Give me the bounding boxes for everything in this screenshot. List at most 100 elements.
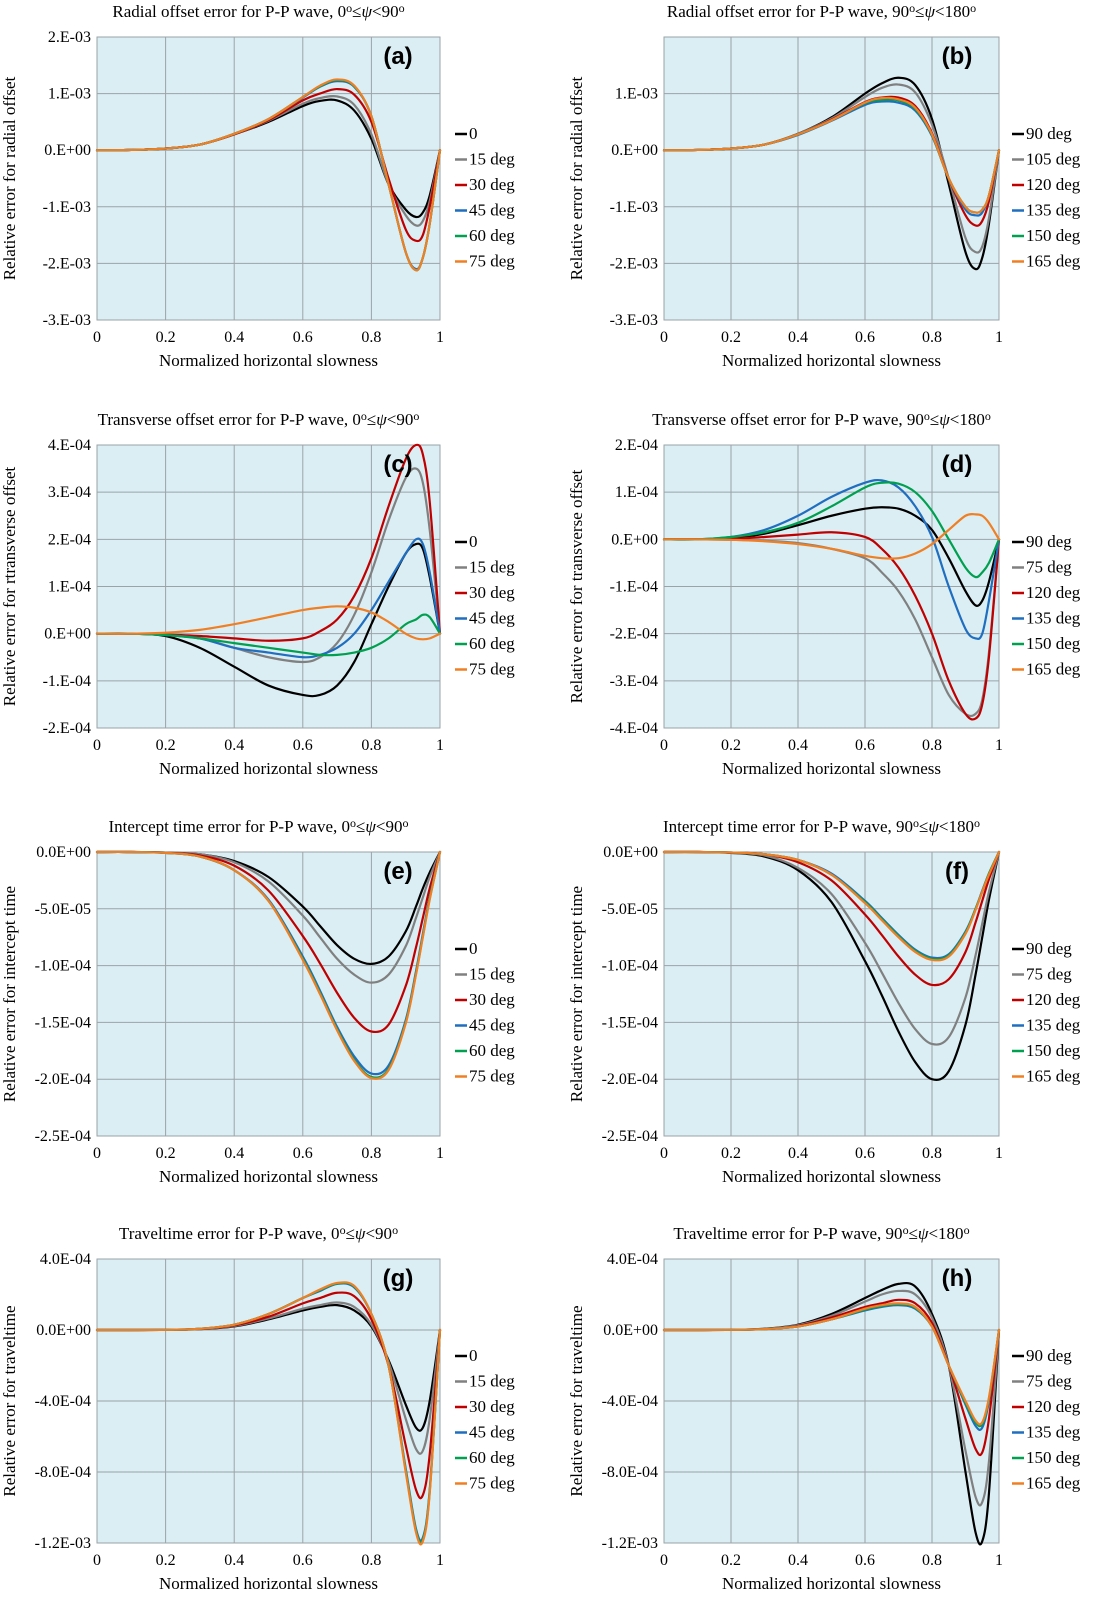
y-tick-label: -2.5E-04 [602, 1128, 658, 1145]
chart-title: Traveltime error for P-P wave, 90o≤ψ<180… [673, 1223, 969, 1243]
x-axis-title: Normalized horizontal slowness [159, 1167, 378, 1186]
x-tick-label: 0 [660, 329, 668, 346]
y-tick-label: 1.E-04 [615, 484, 658, 501]
chart-title-part: Radial offset error for P-P wave, 0 [112, 2, 346, 21]
legend-label: 90 deg [1026, 532, 1072, 551]
y-tick-label: 0.E+00 [44, 142, 91, 159]
chart-title-part: o [924, 409, 930, 423]
y-tick-label: -1.E-04 [43, 673, 91, 690]
series-line-6 [95, 78, 442, 272]
y-axis-title: Relative error for traveltime [567, 1305, 586, 1496]
y-tick-label: 1.E-03 [48, 86, 91, 103]
plot-border [96, 36, 441, 321]
x-tick-label: 0.4 [788, 1552, 808, 1569]
chart-panel-h: 0 0.2 0.4 0.6 0.8 1 -1.2E-03 -8.0E-04 -4.0E-04 0.… [567, 1223, 1081, 1593]
chart-panel-f: 0 0.2 0.4 0.6 0.8 1 -2.5E-04 -2.0E-04 -1.5E-04 -1… [567, 816, 1081, 1186]
y-tick-label: -2.0E-04 [35, 1071, 91, 1088]
x-tick-label: 0.4 [224, 737, 244, 754]
chart-title-part: Transverse offset error for P-P wave, 90 [652, 410, 924, 429]
x-tick-label: 0.6 [293, 737, 313, 754]
plot-border [663, 444, 1000, 729]
chart-title-part: <90 [387, 410, 414, 429]
legend-label: 0 [469, 939, 478, 958]
y-axis-title: Relative error for radial offset [567, 76, 586, 280]
series-line-1 [95, 542, 442, 698]
chart-title-part: ψ [365, 817, 376, 836]
x-tick-label: 0 [660, 1552, 668, 1569]
legend-label: 60 deg [469, 634, 515, 653]
legend-label: 75 deg [469, 1474, 515, 1493]
y-tick-label: 0.E+00 [611, 142, 658, 159]
x-tick-label: 0 [660, 737, 668, 754]
legend-label: 75 deg [1026, 1372, 1072, 1391]
panel-letter: (f) [945, 858, 969, 885]
chart-title: Intercept time error for P-P wave, 0o≤ψ<… [108, 816, 408, 836]
series-line-3 [95, 443, 442, 642]
x-tick-label: 0.6 [293, 1145, 313, 1162]
x-tick-label: 0.8 [922, 329, 942, 346]
legend-label: 150 deg [1026, 1041, 1081, 1060]
x-tick-label: 1 [995, 737, 1003, 754]
y-tick-label: -2.E-04 [43, 720, 91, 737]
chart-title-part: <90 [372, 2, 399, 21]
x-axis-title: Normalized horizontal slowness [159, 351, 378, 370]
x-tick-label: 0.2 [721, 1552, 741, 1569]
plot-area [97, 37, 440, 320]
y-tick-label: 1.E-03 [615, 86, 658, 103]
chart-title-part: ψ [939, 410, 950, 429]
series-line-6 [95, 1281, 442, 1546]
y-tick-label: -2.0E-04 [602, 1071, 658, 1088]
x-tick-label: 1 [995, 329, 1003, 346]
legend-label: 75 deg [469, 1067, 515, 1086]
chart-title: Radial offset error for P-P wave, 90o≤ψ<… [667, 1, 976, 21]
legend-label: 135 deg [1026, 201, 1081, 220]
chart-title-part: o [985, 409, 991, 423]
y-tick-label: -3.E-03 [43, 312, 91, 329]
chart-panel-g: 0 0.2 0.4 0.6 0.8 1 -1.2E-03 -8.0E-04 -4.0E-04 0.… [0, 1223, 515, 1593]
x-axis-title: Normalized horizontal slowness [159, 759, 378, 778]
panel-letter: (e) [383, 858, 412, 885]
legend-label: 15 deg [469, 558, 515, 577]
y-tick-label: -2.E-04 [610, 626, 658, 643]
x-tick-label: 0.6 [293, 1552, 313, 1569]
chart-title-part: ≤ [930, 410, 939, 429]
y-tick-label: -2.5E-04 [35, 1128, 91, 1145]
chart-title-part: ψ [918, 1224, 929, 1243]
legend-label: 60 deg [469, 1041, 515, 1060]
x-tick-label: 0.2 [156, 1552, 176, 1569]
y-axis-title: Relative error for radial offset [0, 76, 19, 280]
chart-title: Radial offset error for P-P wave, 0o≤ψ<9… [112, 1, 404, 21]
plot-border [96, 1258, 441, 1544]
y-tick-label: -8.0E-04 [602, 1464, 658, 1481]
legend-label: 90 deg [1026, 939, 1072, 958]
series-line-6 [95, 605, 442, 641]
series-line-5 [95, 613, 442, 657]
legend-label: 60 deg [469, 226, 515, 245]
x-tick-label: 0.4 [788, 1145, 808, 1162]
chart-title: Transverse offset error for P-P wave, 0o… [98, 409, 420, 429]
x-axis-title: Normalized horizontal slowness [159, 1574, 378, 1593]
legend-label: 150 deg [1026, 226, 1081, 245]
y-tick-label: -1.0E-04 [35, 958, 91, 975]
legend-label: 120 deg [1026, 175, 1081, 194]
x-axis-title: Normalized horizontal slowness [722, 759, 941, 778]
x-tick-label: 0.6 [855, 1145, 875, 1162]
x-tick-label: 0.2 [156, 329, 176, 346]
x-tick-label: 0.4 [224, 329, 244, 346]
series-line-6 [662, 96, 1001, 214]
chart-title-part: <180 [950, 410, 985, 429]
y-axis-title: Relative error for intercept time [0, 886, 19, 1102]
x-tick-label: 0.8 [361, 737, 381, 754]
chart-title-part: o [964, 1223, 970, 1237]
y-tick-label: -5.0E-05 [35, 901, 91, 918]
y-tick-label: -1.E-03 [610, 199, 658, 216]
x-tick-label: 1 [436, 1552, 444, 1569]
x-tick-label: 1 [436, 737, 444, 754]
chart-title-part: o [350, 816, 356, 830]
x-tick-label: 0.8 [361, 1552, 381, 1569]
x-tick-label: 0 [93, 1552, 101, 1569]
legend-label: 135 deg [1026, 1016, 1081, 1035]
legend-label: 45 deg [469, 1423, 515, 1442]
x-tick-label: 0.8 [922, 737, 942, 754]
